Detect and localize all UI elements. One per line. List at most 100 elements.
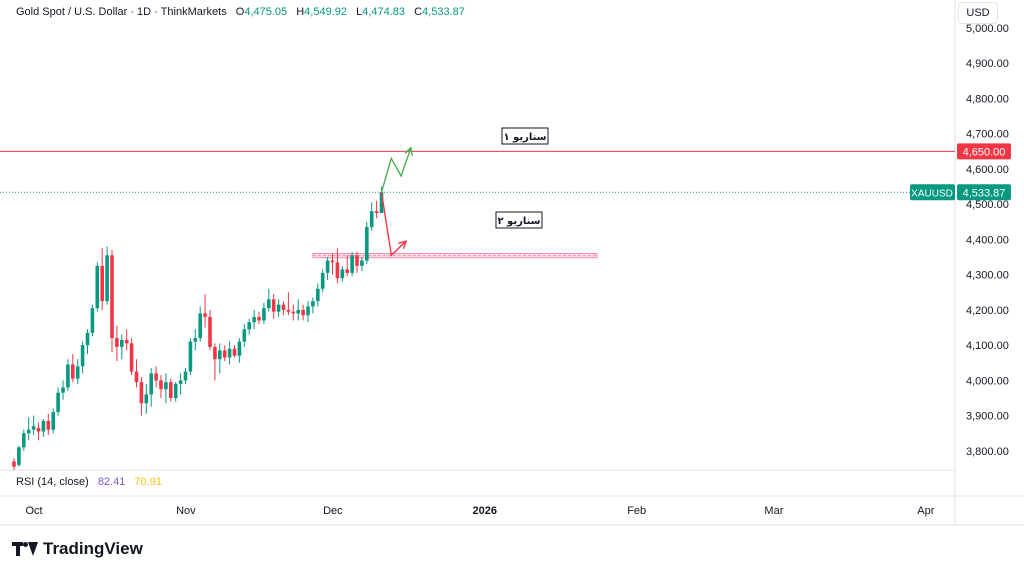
candle-body (193, 338, 198, 342)
candle-body (345, 269, 349, 273)
x-tick-label: Apr (917, 505, 934, 517)
candle-body (232, 348, 237, 356)
y-tick-label: 4,600.00 (966, 164, 1009, 176)
candle-body (124, 339, 129, 344)
y-tick-label: 5,000.00 (966, 23, 1009, 35)
y-tick-label: 4,500.00 (966, 199, 1009, 211)
candle-body (203, 313, 207, 317)
resistance-price-label: 4,650.00 (963, 146, 1006, 158)
symbol-tag (910, 184, 955, 201)
candle-body (105, 255, 109, 302)
scenario-1-arrow-head (404, 146, 413, 156)
candle-body (198, 313, 202, 339)
low-label: L (356, 6, 363, 18)
candle-body (134, 371, 139, 383)
symbol-title[interactable]: Gold Spot / U.S. Dollar · 1D · ThinkMark… (16, 6, 227, 18)
resistance-price-tag (957, 143, 1011, 160)
x-tick-label: Mar (764, 505, 783, 517)
scenario-1-label-box (501, 127, 549, 145)
candle-body (120, 339, 124, 347)
candle-body (61, 387, 65, 393)
candle-body (46, 420, 51, 430)
x-tick-label: 2026 (473, 505, 497, 517)
candle-body (379, 192, 384, 213)
x-tick-label: Feb (627, 505, 646, 517)
brand-name: TradingView (43, 539, 143, 558)
candle-body (252, 316, 256, 323)
candle-body (178, 380, 183, 384)
rsi-value-2: 70.91 (134, 476, 162, 488)
candle-body (271, 299, 276, 312)
y-tick-label: 3,900.00 (966, 411, 1009, 423)
scenario-2-arrow-head (398, 240, 408, 250)
candle-body (311, 301, 315, 307)
candle-body (31, 426, 36, 430)
candle-body (369, 211, 374, 228)
y-tick-label: 4,300.00 (966, 270, 1009, 282)
rsi-legend[interactable]: RSI (14, close) 82.41 70.91 (16, 476, 162, 488)
candle-body (222, 350, 227, 358)
candle-body (149, 373, 153, 395)
candle-body (325, 260, 330, 273)
candle-body (17, 447, 21, 465)
candle-body (12, 461, 16, 467)
scenario-2-arrow (380, 192, 407, 257)
candle-body (110, 255, 114, 339)
y-tick-label: 4,700.00 (966, 129, 1009, 141)
candle-body (173, 383, 178, 398)
candle-body (164, 382, 168, 390)
rsi-label: RSI (14, close) (16, 476, 89, 488)
y-tick-label: 3,800.00 (966, 446, 1009, 458)
candle-body (350, 255, 354, 273)
candle-body (281, 304, 286, 310)
candle-body (129, 343, 134, 372)
close-label: C (414, 6, 423, 18)
candle-body (95, 265, 100, 309)
candle-body (360, 260, 364, 266)
candle-body (22, 433, 26, 448)
close-value: 4,533.87 (422, 6, 465, 18)
candle-body (267, 299, 271, 309)
chart-header: Gold Spot / U.S. Dollar · 1D · ThinkMark… (16, 6, 471, 18)
candle-body (144, 394, 149, 404)
y-tick-label: 4,200.00 (966, 305, 1009, 317)
open-value: 4,475.05 (244, 6, 288, 18)
tradingview-logo[interactable]: TradingView (12, 539, 143, 559)
candle-body (237, 341, 242, 356)
candle-body (296, 309, 300, 314)
candle-body (139, 382, 144, 404)
scenario-1-arrow (380, 147, 412, 193)
y-tick-label: 4,400.00 (966, 234, 1009, 246)
candle-body (80, 345, 85, 367)
candle-body (90, 308, 95, 333)
low-value: 4,474.83 (362, 6, 406, 18)
candle-body (355, 255, 359, 266)
candle-body (257, 316, 261, 321)
current-price-label: 4,533.87 (963, 187, 1006, 199)
candle-body (262, 308, 266, 321)
x-tick-label: Nov (176, 505, 196, 517)
currency-button[interactable]: USD (958, 2, 998, 24)
candle-body (242, 329, 247, 342)
candle-body (159, 380, 163, 390)
candle-body (320, 272, 325, 289)
x-tick-label: Dec (323, 505, 343, 517)
tradingview-logo-icon (12, 542, 38, 556)
y-tick-label: 4,000.00 (966, 375, 1009, 387)
candle-body (213, 346, 217, 360)
candle-body (56, 392, 60, 413)
candle-body (291, 311, 296, 314)
y-tick-label: 4,800.00 (966, 93, 1009, 105)
symbol-tag-label: XAUUSD (911, 188, 953, 199)
scenario-2-label: سناریو ۲ (497, 216, 540, 227)
candle-body (330, 260, 335, 263)
candle-body (316, 288, 320, 302)
candle-body (85, 332, 90, 346)
candle-body (66, 364, 70, 388)
candle-body (276, 304, 281, 312)
candle-body (365, 227, 369, 261)
scenario-1-label: سناریو ۱ (503, 132, 546, 143)
candle-body (115, 338, 119, 347)
high-value: 4,549.92 (304, 6, 347, 18)
